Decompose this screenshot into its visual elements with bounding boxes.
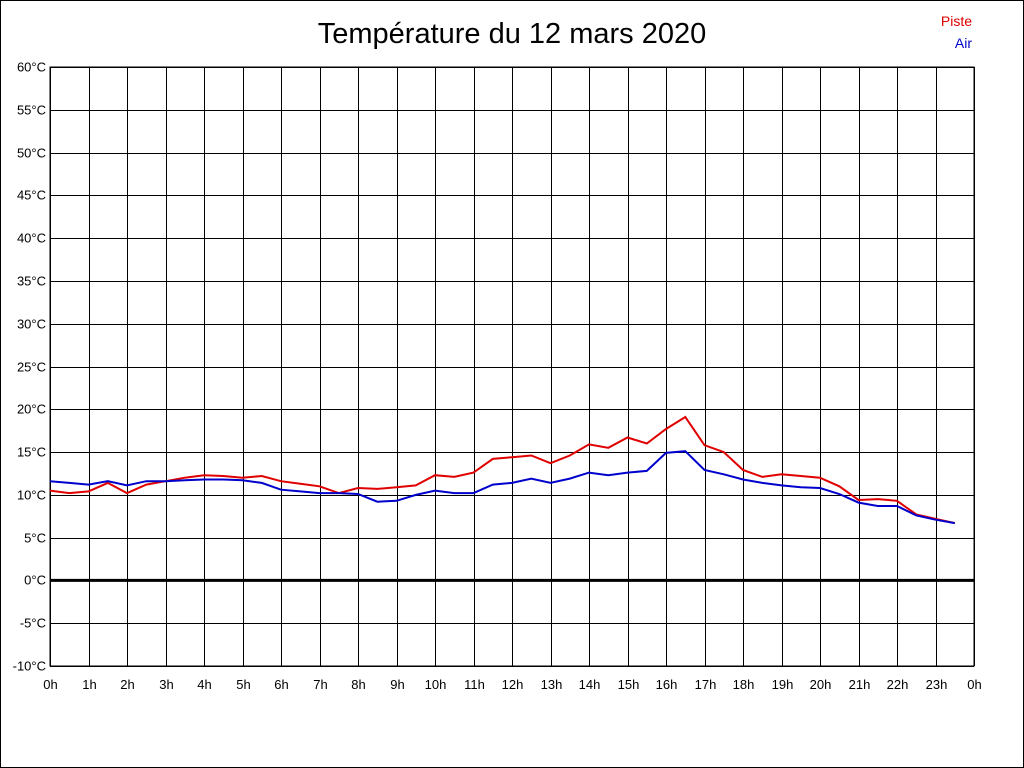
y-tick-label: 15°C [17,445,46,460]
x-tick-label: 8h [351,677,365,692]
x-tick-label: 7h [313,677,327,692]
legend-air: Air [954,35,972,51]
x-tick-label: 6h [274,677,288,692]
y-tick-label: -10°C [13,659,46,674]
legend-piste: Piste [940,13,972,29]
x-tick-label: 9h [390,677,404,692]
x-tick-label: 10h [425,677,447,692]
y-tick-label: 60°C [17,60,46,75]
x-tick-label: 21h [849,677,871,692]
x-tick-label: 18h [733,677,755,692]
y-tick-label: 45°C [17,188,46,203]
y-tick-label: 50°C [17,146,46,161]
x-tick-label: 0h [43,677,57,692]
series-line-air [49,450,955,525]
x-tick-label: 3h [159,677,173,692]
x-tick-label: 20h [810,677,832,692]
x-tick-label: 5h [236,677,250,692]
x-tick-label: 13h [541,677,563,692]
x-tick-label: 17h [695,677,717,692]
y-tick-label: 5°C [24,531,46,546]
x-tick-label: 15h [618,677,640,692]
x-tick-label: 23h [926,677,948,692]
x-tick-label: 12h [502,677,524,692]
x-tick-label: 2h [120,677,134,692]
y-tick-label: 40°C [17,231,46,246]
x-tick-label: 4h [197,677,211,692]
y-tick-label: 25°C [17,360,46,375]
x-tick-label: 1h [82,677,96,692]
x-tick-label: 14h [579,677,601,692]
y-tick-label: -5°C [20,616,46,631]
y-tick-label: 30°C [17,317,46,332]
y-tick-label: 55°C [17,103,46,118]
x-tick-label: 19h [772,677,794,692]
y-tick-label: 20°C [17,402,46,417]
x-tick-label: 0h [967,677,981,692]
x-tick-label: 22h [887,677,909,692]
x-tick-label: 16h [656,677,678,692]
chart-title: Température du 12 mars 2020 [317,18,707,50]
series-line-piste [49,415,956,525]
y-tick-label: 0°C [24,573,46,588]
x-tick-label: 11h [464,677,485,692]
y-tick-label: 10°C [17,488,46,503]
y-tick-label: 35°C [17,274,46,289]
